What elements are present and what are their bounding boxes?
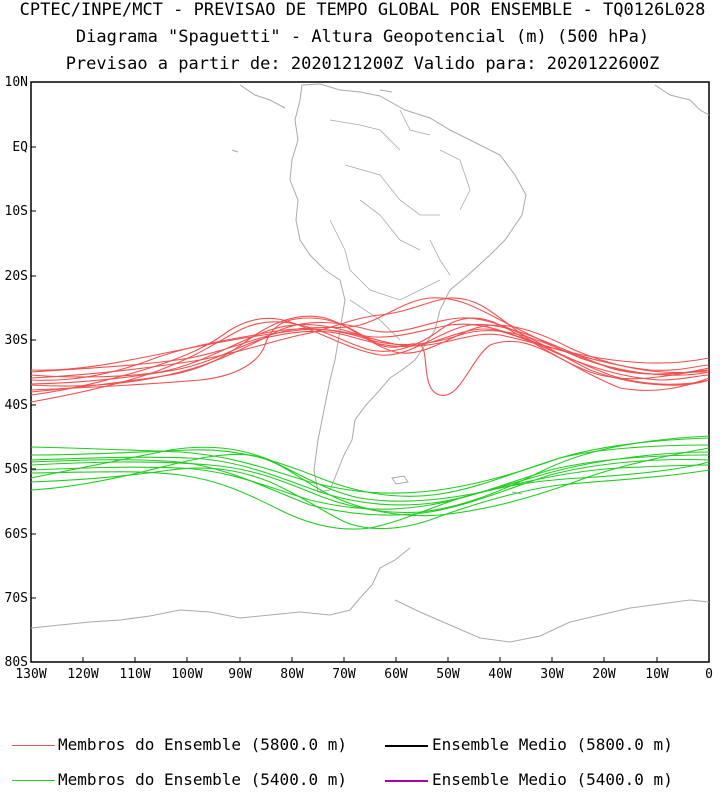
- member-5400-line: [30, 467, 710, 530]
- lat-labels: 10N EQ 10S 20S 30S 40S 50S 60S 70S 80S: [5, 75, 29, 670]
- member-5400-line: [30, 435, 710, 514]
- legend-label-mean-5800: Ensemble Medio (5800.0 m): [432, 735, 673, 754]
- lon-label: 20W: [592, 667, 616, 682]
- title-line-1: CPTEC/INPE/MCT - PREVISAO DE TEMPO GLOBA…: [19, 0, 706, 20]
- member-5800-line: [30, 317, 710, 403]
- antarctica-coast: [30, 547, 411, 629]
- lat-label: 70S: [5, 591, 28, 606]
- members-5800: [30, 297, 710, 403]
- member-5800-line: [30, 317, 710, 387]
- lat-label: 80S: [5, 655, 28, 670]
- lon-label: 0: [705, 667, 713, 682]
- legend-label-members-5800: Membros do Ensemble (5800.0 m): [58, 735, 347, 754]
- lon-label: 80W: [280, 667, 304, 682]
- lon-label: 60W: [384, 667, 408, 682]
- legend-swatch-mean-5800: [385, 745, 428, 747]
- lon-label: 40W: [488, 667, 512, 682]
- lat-label: EQ: [12, 140, 28, 155]
- lon-label: 50W: [436, 667, 460, 682]
- member-5800-line: [30, 315, 710, 393]
- lat-label: 30S: [5, 333, 28, 348]
- lon-label: 10W: [645, 667, 669, 682]
- lat-label: 60S: [5, 527, 28, 542]
- coastlines: [30, 83, 710, 643]
- members-5400: [30, 435, 710, 530]
- member-5400-line: [30, 451, 710, 506]
- africa-coast: [654, 84, 710, 116]
- lat-label: 10S: [5, 204, 28, 219]
- lat-ticks: [31, 146, 36, 599]
- lon-label: 90W: [228, 667, 252, 682]
- legend-swatch-members-5800: [12, 745, 55, 746]
- member-5400-line: [30, 461, 710, 530]
- member-5800-line: [30, 297, 710, 381]
- lon-label: 130W: [15, 667, 46, 682]
- antarctica-coast-east: [394, 599, 710, 643]
- lon-ticks: [82, 657, 658, 662]
- falklands: [391, 475, 409, 485]
- legend-label-mean-5400: Ensemble Medio (5400.0 m): [432, 770, 673, 789]
- member-5400-line: [30, 454, 710, 510]
- lon-label: 120W: [67, 667, 98, 682]
- title-line-2: Diagrama "Spaguetti" - Altura Geopotenci…: [75, 27, 650, 47]
- country-borders: [329, 109, 471, 341]
- south-america-coast: [289, 83, 527, 493]
- legend-swatch-mean-5400: [385, 780, 428, 782]
- legend-label-members-5400: Membros do Ensemble (5400.0 m): [58, 770, 347, 789]
- member-5400-line: [30, 437, 710, 494]
- lon-label: 110W: [119, 667, 150, 682]
- title-line-3: Previsao a partir de: 2020121200Z Valido…: [65, 54, 660, 74]
- lat-label: 40S: [5, 398, 28, 413]
- lat-label: 10N: [5, 75, 28, 90]
- map-frame: [30, 81, 710, 663]
- member-5400-line: [30, 458, 710, 516]
- lon-label: 70W: [332, 667, 356, 682]
- lon-labels: 130W 120W 110W 100W 90W 80W 70W 60W 50W …: [15, 667, 713, 682]
- lon-label: 100W: [171, 667, 202, 682]
- lat-label: 50S: [5, 462, 28, 477]
- legend-swatch-members-5400: [12, 780, 55, 781]
- central-america-coast: [231, 84, 393, 153]
- member-5800-line: [30, 297, 710, 375]
- member-5400-line: [30, 447, 710, 517]
- lon-label: 30W: [540, 667, 564, 682]
- lat-label: 20S: [5, 269, 28, 284]
- member-5800-line: [30, 328, 710, 385]
